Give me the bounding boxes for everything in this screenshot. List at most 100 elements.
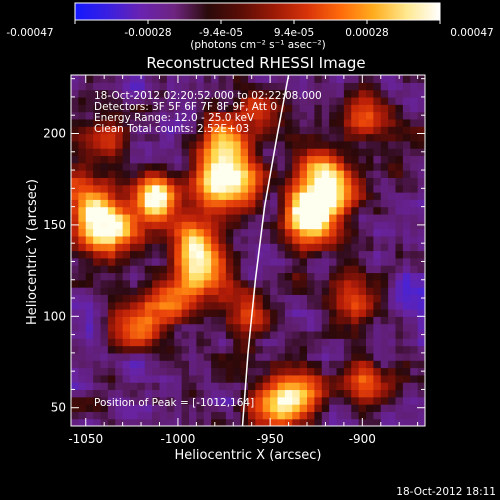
- heatmap-cell: [248, 250, 256, 259]
- heatmap-cell: [93, 294, 102, 303]
- heatmap-cell: [196, 155, 205, 164]
- heatmap-cell: [388, 243, 397, 252]
- heatmap-cell: [181, 330, 190, 339]
- heatmap-cell: [137, 243, 146, 252]
- heatmap-cell: [144, 177, 153, 186]
- heatmap-cell: [395, 294, 404, 303]
- heatmap-cell: [174, 213, 183, 222]
- heatmap-cell: [130, 360, 138, 369]
- heatmap-cell: [417, 279, 425, 288]
- heatmap-cell: [248, 396, 256, 405]
- heatmap-cell: [307, 213, 315, 222]
- heatmap-cell: [284, 170, 293, 178]
- heatmap-cell: [351, 213, 360, 222]
- heatmap-cell: [196, 177, 205, 186]
- heatmap-cell: [181, 184, 190, 193]
- heatmap-cell: [299, 213, 308, 222]
- heatmap-cell: [292, 287, 301, 295]
- heatmap-cell: [417, 213, 425, 222]
- heatmap-cell: [366, 162, 374, 171]
- heatmap-cell: [402, 301, 411, 310]
- heatmap-cell: [196, 250, 205, 259]
- heatmap-cell: [388, 82, 397, 91]
- heatmap-cell: [130, 309, 138, 317]
- heatmap-cell: [93, 199, 102, 208]
- heatmap-cell: [85, 309, 94, 317]
- heatmap-cell: [410, 177, 419, 186]
- heatmap-cell: [211, 257, 220, 266]
- heatmap-cell: [107, 192, 116, 200]
- heatmap-cell: [343, 118, 352, 127]
- heatmap-cell: [174, 140, 183, 149]
- heatmap-cell: [100, 243, 109, 252]
- heatmap-cell: [307, 301, 315, 310]
- heatmap-cell: [130, 206, 138, 215]
- heatmap-cell: [402, 243, 411, 252]
- heatmap-cell: [343, 352, 352, 361]
- heatmap-cell: [137, 301, 146, 310]
- heatmap-cell: [299, 360, 308, 369]
- heatmap-cell: [417, 170, 425, 178]
- heatmap-cell: [218, 221, 227, 230]
- heatmap-cell: [122, 206, 131, 215]
- heatmap-cell: [107, 104, 116, 113]
- heatmap-cell: [336, 323, 345, 332]
- heatmap-cell: [240, 140, 249, 149]
- heatmap-cell: [314, 309, 323, 317]
- heatmap-cell: [78, 287, 87, 295]
- heatmap-cell: [284, 206, 293, 215]
- heatmap-cell: [78, 243, 87, 252]
- heatmap-cell: [314, 184, 323, 193]
- heatmap-cell: [417, 309, 425, 317]
- heatmap-cell: [107, 235, 116, 244]
- heatmap-cell: [380, 104, 389, 113]
- heatmap-cell: [78, 389, 87, 398]
- heatmap-cell: [181, 257, 190, 266]
- heatmap-cell: [380, 374, 389, 383]
- heatmap-cell: [307, 396, 315, 405]
- heatmap-cell: [292, 104, 301, 113]
- heatmap-cell: [159, 75, 168, 83]
- heatmap-cell: [130, 170, 138, 178]
- heatmap-cell: [137, 126, 146, 135]
- heatmap-cell: [211, 294, 220, 303]
- heatmap-cell: [159, 323, 168, 332]
- heatmap-cell: [218, 345, 227, 354]
- heatmap-cell: [336, 330, 345, 339]
- heatmap-cell: [255, 213, 264, 222]
- heatmap-cell: [152, 162, 161, 171]
- heatmap-cell: [402, 177, 411, 186]
- colorbar-tick-label: -9.4e-05: [199, 27, 243, 39]
- heatmap-cell: [122, 148, 131, 157]
- heatmap-cell: [152, 301, 161, 310]
- heatmap-cell: [166, 221, 175, 230]
- heatmap-cell: [159, 126, 168, 135]
- heatmap-cell: [358, 89, 367, 98]
- heatmap-cell: [240, 213, 249, 222]
- heatmap-cell: [373, 338, 382, 347]
- heatmap-cell: [93, 338, 102, 347]
- heatmap-cell: [262, 367, 271, 376]
- heatmap-cell: [321, 206, 330, 215]
- heatmap-cell: [417, 104, 425, 113]
- heatmap-cell: [107, 126, 116, 135]
- heatmap-cell: [93, 155, 102, 164]
- heatmap-cell: [388, 287, 397, 295]
- heatmap-cell: [343, 396, 352, 405]
- heatmap-cell: [78, 140, 87, 149]
- heatmap-cell: [196, 89, 205, 98]
- heatmap-cell: [211, 316, 220, 325]
- heatmap-cell: [380, 148, 389, 157]
- heatmap-cell: [351, 82, 360, 91]
- heatmap-cell: [107, 89, 116, 98]
- heatmap-cell: [314, 272, 323, 281]
- heatmap-cell: [107, 301, 116, 310]
- heatmap-cell: [71, 162, 79, 171]
- heatmap-cell: [115, 250, 124, 259]
- heatmap-cell: [233, 96, 242, 105]
- heatmap-cell: [85, 148, 94, 157]
- heatmap-cell: [174, 199, 183, 208]
- heatmap-cell: [321, 352, 330, 361]
- heatmap-cell: [402, 352, 411, 361]
- heatmap-cell: [255, 265, 264, 274]
